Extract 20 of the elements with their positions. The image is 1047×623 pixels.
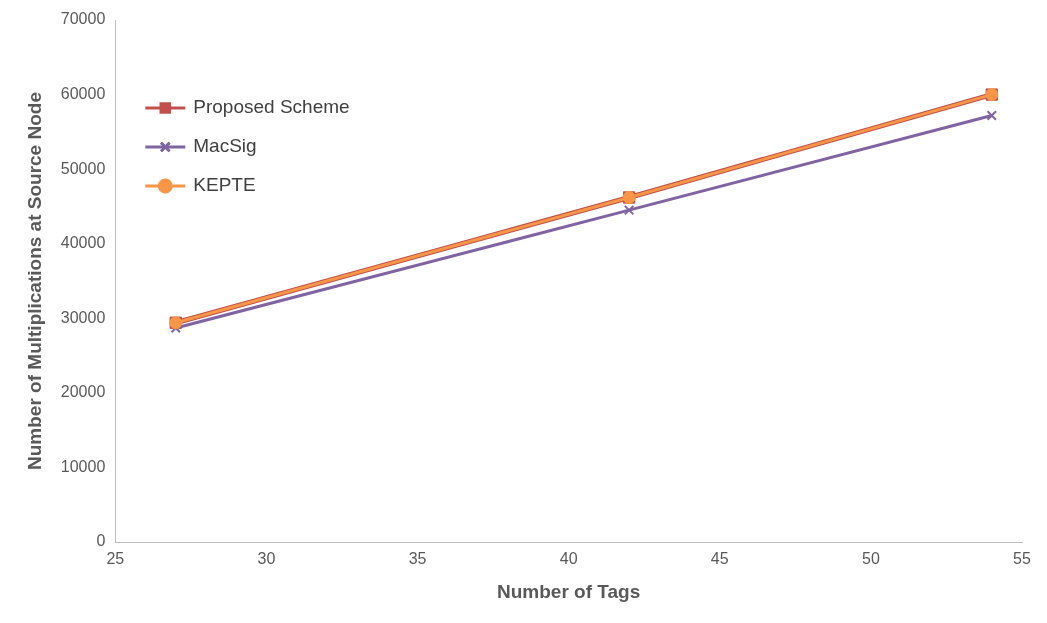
x-tick-label: 50: [861, 550, 880, 568]
y-tick-label: 50000: [60, 159, 106, 177]
y-tick-label: 30000: [60, 308, 106, 326]
y-tick-label: 10000: [60, 457, 106, 475]
legend-label: Proposed Scheme: [193, 96, 350, 118]
x-tick-label: 55: [1013, 550, 1031, 568]
x-tick-label: 35: [408, 550, 427, 568]
x-tick-label: 40: [559, 550, 578, 568]
x-tick-label: 30: [257, 550, 276, 568]
y-tick-label: 0: [96, 532, 106, 550]
y-tick-label: 60000: [60, 84, 106, 102]
x-tick-label: 25: [106, 550, 125, 568]
legend-label: MacSig: [193, 135, 257, 157]
legend-label: KEPTE: [193, 174, 256, 196]
x-axis-title: Number of Tags: [497, 580, 641, 602]
y-axis-title: Number of Multiplications at Source Node: [23, 92, 45, 470]
x-tick-label: 45: [710, 550, 729, 568]
y-tick-label: 70000: [60, 10, 106, 28]
y-tick-label: 20000: [60, 383, 106, 401]
y-tick-label: 40000: [60, 234, 106, 252]
